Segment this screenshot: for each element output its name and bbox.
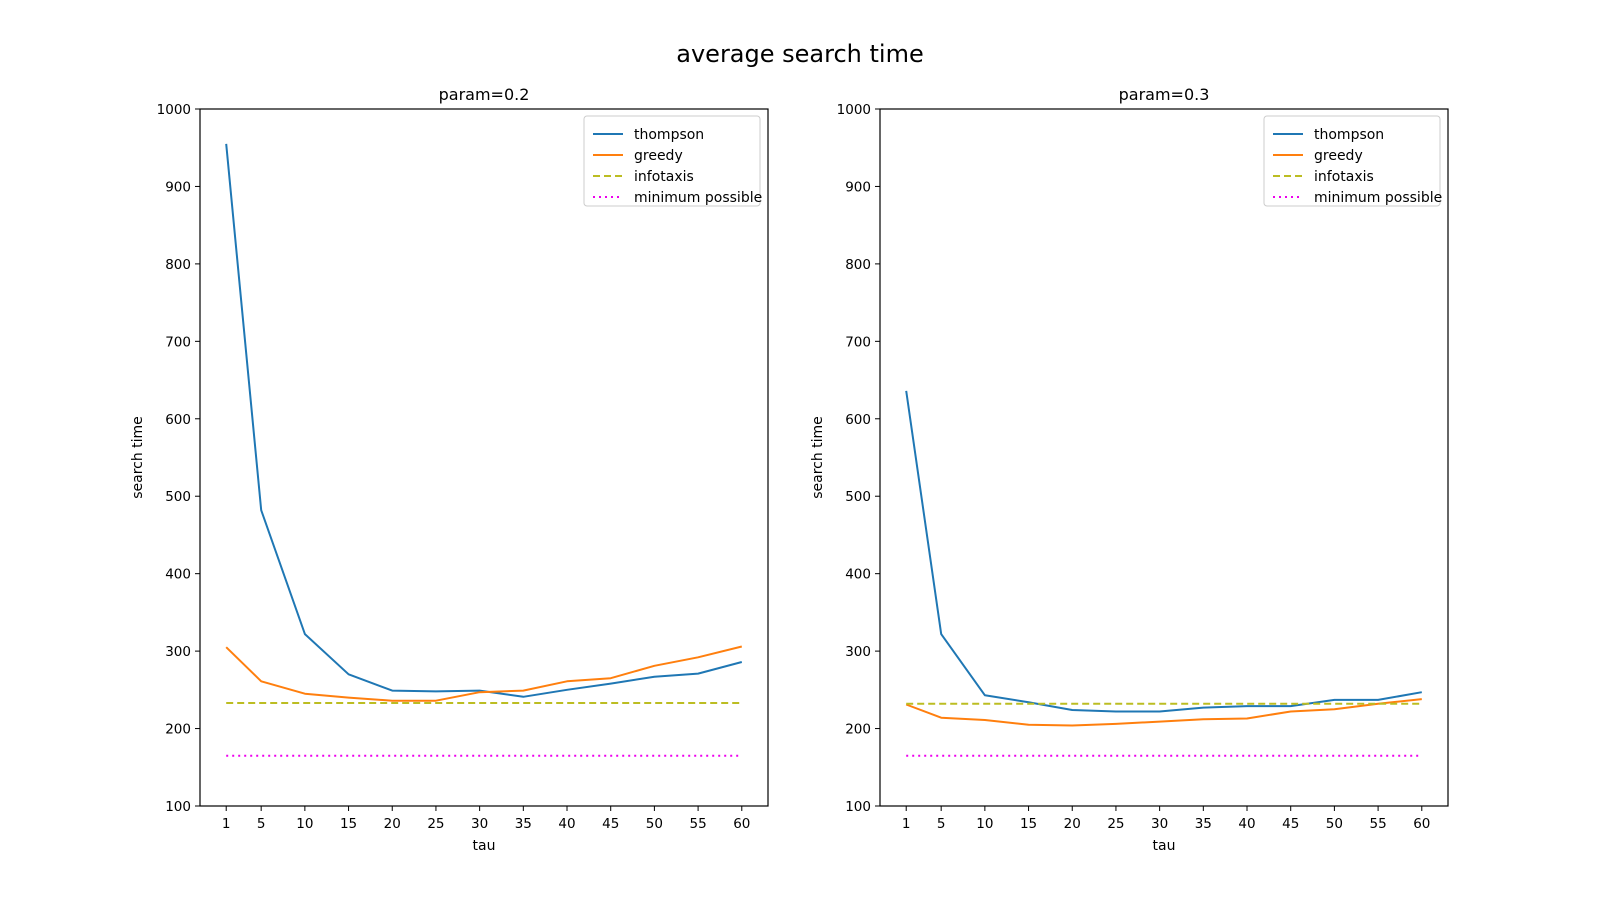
y-tick-label: 800	[845, 257, 871, 273]
subplot-2: param=0.3 100 200 300 400 500 600 700 800 900 1000…	[810, 85, 1449, 854]
plot-frame	[199, 108, 769, 807]
plot-frame	[879, 108, 1449, 807]
y-tick-label: 800	[165, 257, 191, 273]
legend-entry: minimum possible	[634, 190, 762, 206]
x-tick-label: 15	[340, 816, 357, 832]
x-tick-label: 1	[902, 816, 911, 832]
x-tick-label: 10	[296, 816, 313, 832]
legend-entry: greedy	[1314, 148, 1363, 164]
subplot-title: param=0.3	[1119, 85, 1210, 104]
legend-box	[583, 115, 761, 207]
x-tick-label: 45	[602, 816, 619, 832]
y-tick-label: 600	[845, 412, 871, 428]
x-tick-label: 50	[1326, 816, 1343, 832]
x-axis-label: tau	[1153, 838, 1176, 854]
y-axis-label: search time	[130, 416, 146, 499]
x-tick-label: 5	[257, 816, 266, 832]
series-line-greedy	[225, 645, 743, 702]
legend-entry: thompson	[1314, 127, 1384, 143]
y-tick-label: 700	[165, 334, 191, 350]
legend-box	[1263, 115, 1441, 207]
y-tick-label: 500	[165, 489, 191, 505]
subplot-1: param=0.2 100 200 300 400 500 600 700 800 900 1000…	[130, 85, 769, 854]
legend-entry: greedy	[634, 148, 683, 164]
figure-title: average search time	[676, 40, 923, 68]
legend-entry: infotaxis	[1314, 169, 1374, 185]
x-tick-label: 50	[646, 816, 663, 832]
x-tick-label: 35	[515, 816, 532, 832]
y-axis-label: search time	[810, 416, 826, 499]
x-tick-label: 20	[384, 816, 401, 832]
y-tick-label: 900	[845, 179, 871, 195]
x-tick-label: 45	[1282, 816, 1299, 832]
y-tick-label: 400	[165, 567, 191, 583]
legend-entry: infotaxis	[634, 169, 694, 185]
x-tick-label: 25	[427, 816, 444, 832]
y-tick-label: 400	[845, 567, 871, 583]
x-tick-label: 1	[222, 816, 231, 832]
y-tick-label: 700	[845, 334, 871, 350]
legend: thompson greedy infotaxis minimum possible	[583, 115, 762, 207]
y-tick-label: 600	[165, 412, 191, 428]
series-line-thompson	[225, 143, 743, 698]
x-tick-label: 55	[689, 816, 706, 832]
series-line-greedy	[905, 698, 1422, 727]
y-tick-label: 100	[165, 799, 191, 815]
x-tick-label: 10	[976, 816, 993, 832]
y-tick-label: 500	[845, 489, 871, 505]
x-tick-label: 25	[1107, 816, 1124, 832]
series-line-thompson	[905, 390, 1422, 713]
legend: thompson greedy infotaxis minimum possible	[1263, 115, 1442, 207]
x-tick-label: 35	[1195, 816, 1212, 832]
legend-entry: thompson	[634, 127, 704, 143]
y-tick-label: 1000	[157, 102, 191, 118]
subplots-group: param=0.2 100 200 300 400 500 600 700 800 900 1000…	[130, 85, 1449, 854]
y-tick-label: 200	[165, 722, 191, 738]
y-tick-label: 300	[165, 644, 191, 660]
x-tick-label: 60	[733, 816, 750, 832]
y-tick-label: 1000	[837, 102, 871, 118]
y-tick-label: 100	[845, 799, 871, 815]
y-tick-label: 300	[845, 644, 871, 660]
x-tick-label: 30	[1151, 816, 1168, 832]
legend-entry: minimum possible	[1314, 190, 1442, 206]
x-tick-label: 60	[1413, 816, 1430, 832]
x-tick-label: 55	[1369, 816, 1386, 832]
y-tick-label: 200	[845, 722, 871, 738]
x-tick-label: 30	[471, 816, 488, 832]
x-tick-label: 40	[558, 816, 575, 832]
subplot-title: param=0.2	[439, 85, 530, 104]
x-tick-label: 20	[1064, 816, 1081, 832]
x-tick-label: 40	[1238, 816, 1255, 832]
x-tick-label: 5	[937, 816, 946, 832]
x-tick-label: 15	[1020, 816, 1037, 832]
y-tick-label: 900	[165, 179, 191, 195]
x-axis-label: tau	[473, 838, 496, 854]
